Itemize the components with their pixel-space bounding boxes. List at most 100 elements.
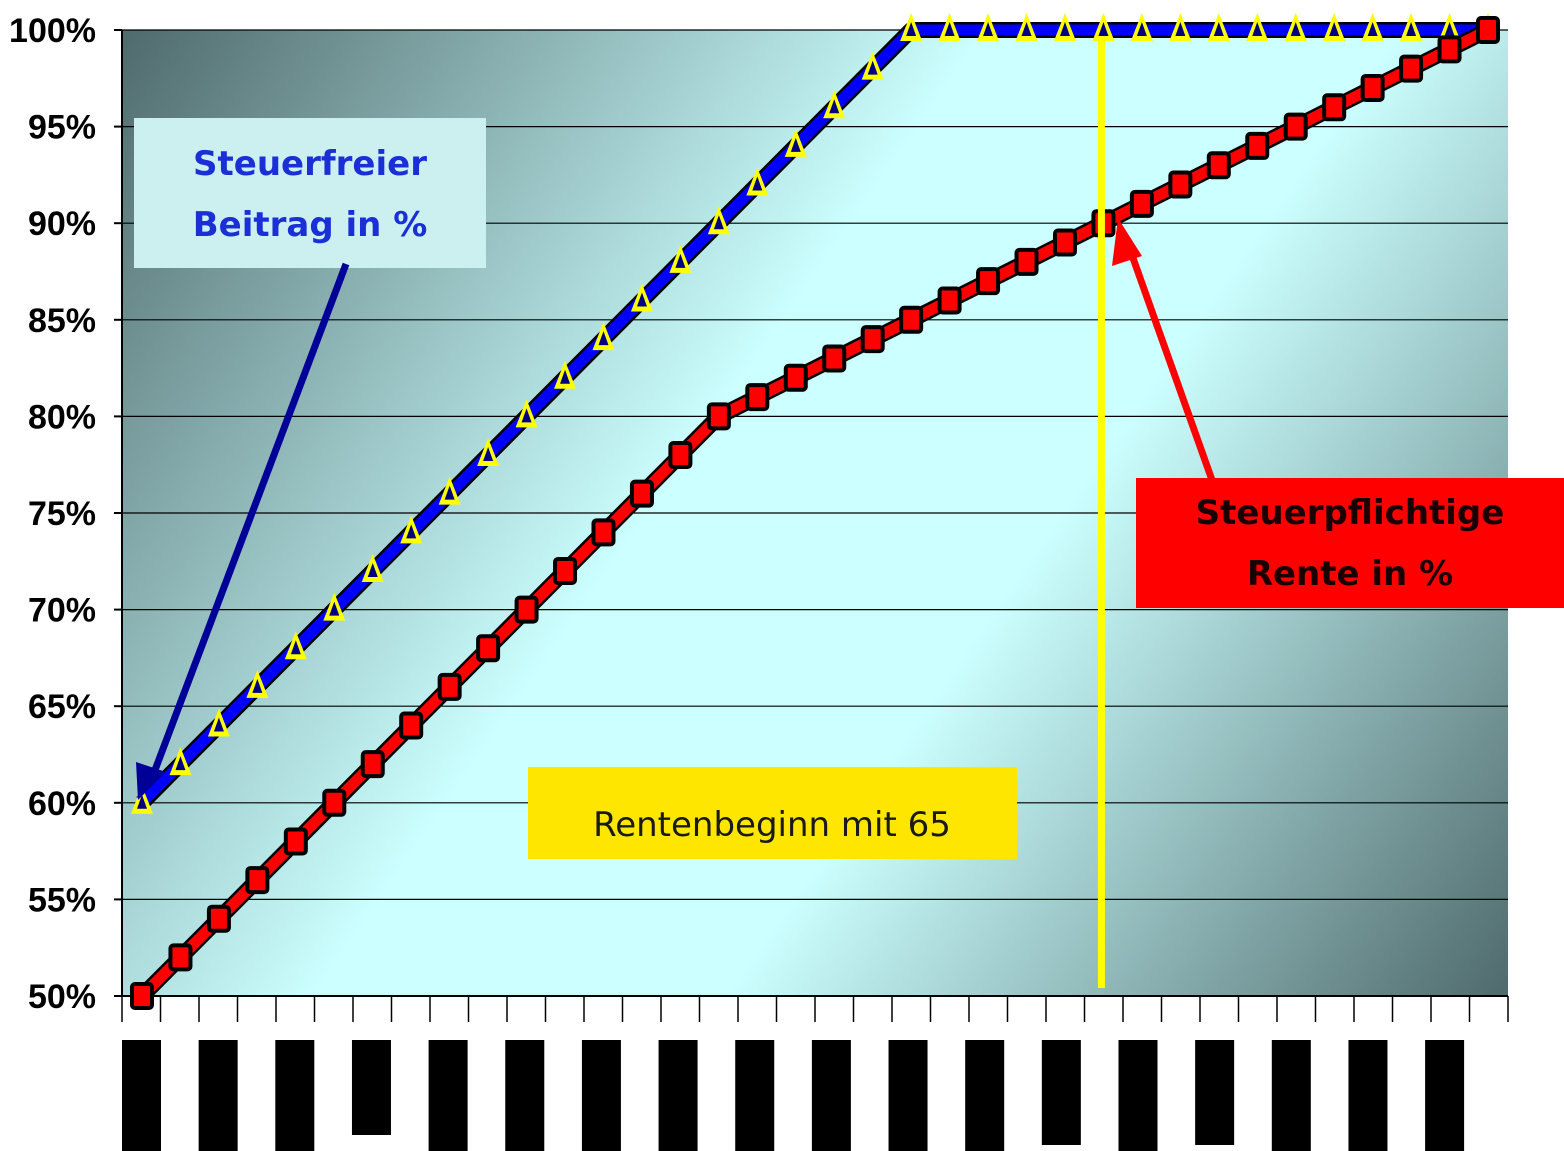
data-point-inner bbox=[1290, 22, 1301, 36]
data-point-inner bbox=[944, 22, 955, 36]
y-tick-label: 90% bbox=[28, 205, 96, 243]
red-arrow bbox=[1112, 218, 1216, 482]
data-point-inner bbox=[1367, 22, 1378, 36]
data-point bbox=[860, 325, 885, 354]
data-point bbox=[1014, 247, 1039, 276]
x-axis bbox=[121, 995, 1509, 1022]
x-label-redaction bbox=[275, 1040, 315, 1151]
data-point bbox=[245, 866, 270, 895]
data-point-inner bbox=[752, 176, 763, 191]
blue-arrow bbox=[136, 262, 350, 800]
y-tick-label: 50% bbox=[28, 978, 96, 1016]
data-point-inner bbox=[1444, 22, 1455, 36]
data-point-inner bbox=[906, 22, 917, 36]
data-point-inner bbox=[983, 22, 994, 36]
data-point-inner bbox=[367, 562, 378, 577]
y-tick-label: 60% bbox=[28, 785, 96, 823]
data-point bbox=[437, 672, 462, 701]
data-point bbox=[745, 383, 770, 412]
data-point bbox=[206, 904, 231, 933]
data-point bbox=[822, 344, 847, 373]
y-tick-label: 80% bbox=[28, 398, 96, 436]
data-point-inner bbox=[252, 678, 263, 693]
data-point bbox=[360, 750, 385, 779]
red-label-box bbox=[1136, 478, 1564, 608]
data-point bbox=[553, 556, 578, 585]
data-point-inner bbox=[213, 717, 224, 732]
series-steuerpflichtige-rente bbox=[130, 16, 1500, 1010]
blue-label-box bbox=[134, 118, 486, 268]
yellow-label: Rentenbeginn mit 65 bbox=[593, 805, 951, 845]
data-point-inner bbox=[406, 524, 417, 539]
data-point-inner bbox=[867, 60, 878, 75]
y-tick-label: 100% bbox=[9, 12, 96, 50]
y-tick-label: 55% bbox=[28, 881, 96, 919]
data-point-inner bbox=[1136, 22, 1147, 36]
data-point-inner bbox=[483, 447, 494, 462]
x-label-redaction bbox=[1041, 1040, 1081, 1145]
y-tick-label: 70% bbox=[28, 592, 96, 630]
data-point-inner bbox=[1406, 22, 1417, 36]
data-point bbox=[668, 441, 693, 470]
data-point-inner bbox=[829, 99, 840, 114]
y-axis: 50% 55% 60% 65% 70% 75% 80% 85% 90% 95% 100% bbox=[9, 12, 123, 1016]
y-tick-label: 75% bbox=[28, 495, 96, 533]
data-point bbox=[476, 634, 501, 663]
data-point-inner bbox=[560, 369, 571, 384]
x-label-redaction bbox=[888, 1040, 928, 1151]
data-point bbox=[1399, 54, 1424, 83]
data-point-inner bbox=[713, 215, 724, 230]
data-point bbox=[1168, 170, 1193, 199]
x-label-redaction bbox=[1118, 1040, 1158, 1151]
data-point-inner bbox=[1175, 22, 1186, 36]
x-label-redaction bbox=[122, 1040, 161, 1151]
x-label-redaction bbox=[735, 1040, 775, 1151]
x-label-redaction bbox=[658, 1040, 698, 1151]
x-label-redaction bbox=[1271, 1040, 1311, 1151]
data-point bbox=[976, 267, 1001, 296]
red-label-line1: Steuerpflichtige bbox=[1196, 493, 1505, 533]
data-point bbox=[629, 479, 654, 508]
data-point-inner bbox=[137, 794, 147, 809]
blue-label-line1: Steuerfreier bbox=[193, 144, 427, 184]
data-point-inner bbox=[521, 408, 532, 423]
data-point bbox=[1052, 228, 1077, 257]
data-point bbox=[1206, 151, 1231, 180]
data-point bbox=[899, 305, 924, 334]
data-point bbox=[1245, 131, 1270, 160]
x-label-redaction bbox=[965, 1040, 1005, 1151]
data-point bbox=[399, 711, 424, 740]
data-point-inner bbox=[290, 640, 301, 655]
data-point bbox=[783, 363, 808, 392]
x-label-redaction bbox=[1425, 1040, 1465, 1151]
data-point-inner bbox=[790, 137, 801, 152]
data-point bbox=[1283, 112, 1308, 141]
data-point-inner bbox=[1098, 22, 1109, 36]
y-tick-label: 85% bbox=[28, 302, 96, 340]
data-point bbox=[1322, 93, 1347, 122]
x-label-redaction bbox=[505, 1040, 545, 1151]
blue-label-line2: Beitrag in % bbox=[193, 205, 428, 245]
x-label-redaction bbox=[1348, 1040, 1388, 1151]
data-point bbox=[1129, 189, 1154, 218]
x-label-redaction bbox=[351, 1040, 391, 1135]
x-label-redaction bbox=[198, 1040, 238, 1151]
data-point bbox=[283, 827, 308, 856]
data-point-inner bbox=[1213, 22, 1224, 36]
data-point bbox=[322, 788, 347, 817]
y-tick-label: 95% bbox=[28, 109, 96, 147]
yellow-label-box bbox=[528, 767, 1017, 859]
x-label-redaction bbox=[581, 1040, 621, 1151]
data-point bbox=[168, 943, 193, 972]
data-point-inner bbox=[444, 485, 455, 500]
data-point-inner bbox=[636, 292, 647, 307]
data-point bbox=[130, 982, 154, 1010]
data-point-inner bbox=[1059, 22, 1070, 36]
data-point bbox=[514, 595, 539, 624]
data-point-inner bbox=[675, 253, 686, 268]
x-label-redaction bbox=[428, 1040, 468, 1151]
red-label-line2: Rente in % bbox=[1247, 554, 1453, 594]
data-point-inner bbox=[1252, 22, 1263, 36]
data-point-inner bbox=[598, 331, 609, 346]
